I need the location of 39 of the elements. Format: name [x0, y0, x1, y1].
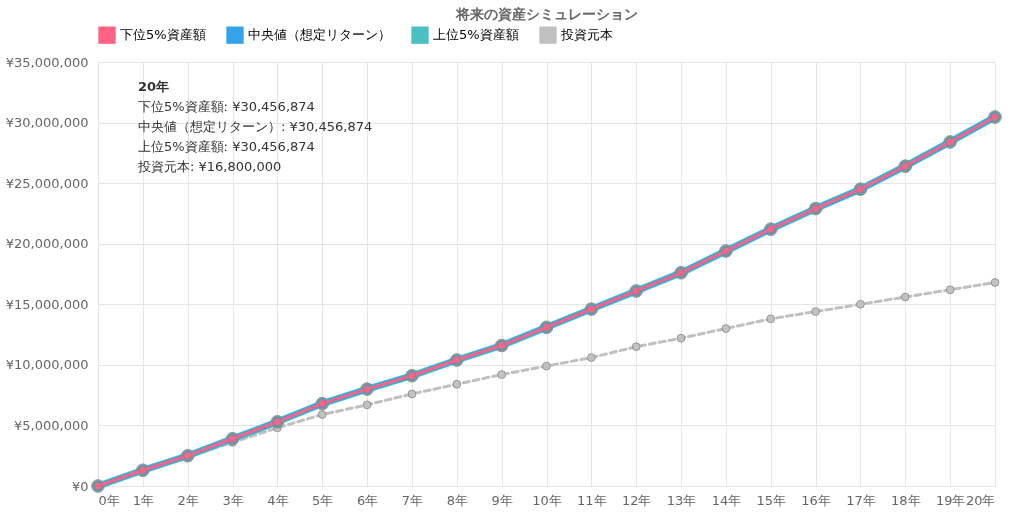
x-tick-label: 4年	[267, 492, 289, 508]
x-tick-label: 5年	[312, 492, 334, 508]
x-tick-label: 10年	[532, 492, 562, 508]
y-tick-label: ¥35,000,000	[5, 54, 89, 70]
legend-label: 投資元本	[560, 27, 613, 43]
x-tick-label: 7年	[401, 492, 424, 508]
x-tick-label: 6年	[356, 492, 379, 508]
chart-title: 将来の資産シミュレーション	[454, 6, 638, 22]
y-tick-label: ¥10,000,000	[5, 357, 89, 373]
x-tick-label: 3年	[222, 492, 244, 508]
x-tick-label: 1年	[132, 492, 154, 508]
x-tick-label: 11年	[577, 492, 607, 508]
x-tick-label: 17年	[846, 492, 876, 508]
x-tick-label: 0年	[98, 492, 120, 508]
annotation: 中央値（想定リターン）: ¥30,456,874	[138, 119, 373, 134]
y-tick-label: ¥5,000,000	[14, 417, 89, 433]
x-tick-label: 8年	[446, 492, 468, 508]
legend-label: 下位5%資産額	[120, 27, 206, 43]
annotation: 20年	[138, 79, 170, 94]
x-tick-label: 19年	[935, 492, 966, 508]
x-tick-label: 15年	[756, 492, 787, 508]
annotation: 上位5%資産額: ¥30,456,874	[138, 139, 315, 154]
y-tick-label: ¥15,000,000	[5, 296, 89, 312]
x-tick-label: 12年	[621, 492, 652, 508]
x-tick-label: 20年	[965, 492, 996, 508]
x-tick-label: 9年	[491, 492, 513, 508]
x-tick-label: 18年	[891, 492, 921, 508]
y-tick-label: ¥25,000,000	[5, 175, 89, 191]
legend-label: 上位5%資産額	[433, 27, 519, 43]
legend-label: 中央値（想定リターン）	[248, 27, 391, 43]
y-tick-label: ¥20,000,000	[5, 236, 89, 252]
x-tick-label: 2年	[177, 492, 199, 508]
y-tick-label: ¥0	[71, 478, 89, 494]
y-tick-label: ¥30,000,000	[5, 115, 89, 131]
annotation: 下位5%資産額: ¥30,456,874	[138, 99, 315, 114]
x-tick-label: 13年	[666, 492, 697, 508]
x-tick-label: 16年	[801, 492, 831, 508]
x-tick-label: 14年	[711, 492, 742, 508]
annotation: 投資元本: ¥16,800,000	[137, 159, 282, 174]
